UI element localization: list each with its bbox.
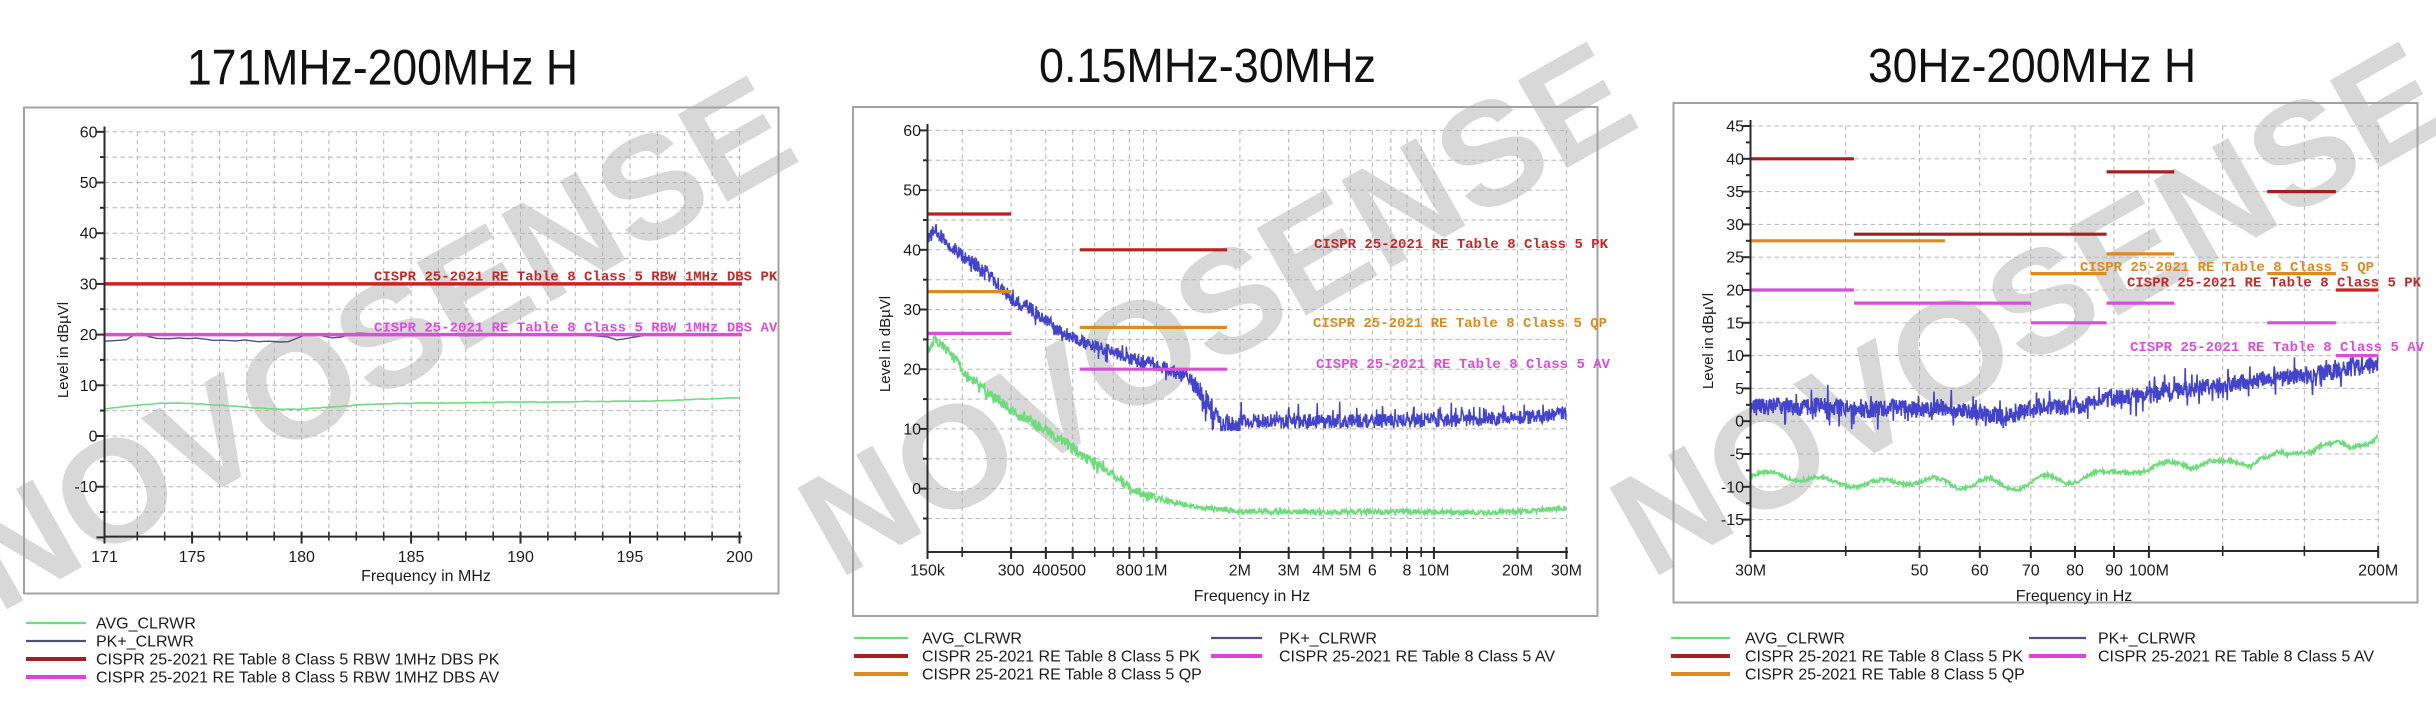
svg-text:30M: 30M [1735, 563, 1766, 580]
svg-text:185: 185 [398, 549, 425, 566]
svg-text:35: 35 [1726, 184, 1744, 201]
svg-text:CISPR 25-2021 RE Table 8 Class: CISPR 25-2021 RE Table 8 Class 5 QP [1313, 316, 1607, 332]
svg-text:6: 6 [1368, 563, 1377, 580]
svg-text:20: 20 [80, 327, 98, 344]
svg-text:CISPR 25-2021 RE Table 8 Class: CISPR 25-2021 RE Table 8 Class 5 QP [922, 667, 1202, 684]
svg-text:0: 0 [89, 429, 98, 446]
svg-text:800: 800 [1116, 563, 1143, 580]
svg-text:50: 50 [80, 175, 98, 192]
svg-text:8: 8 [1403, 563, 1412, 580]
svg-text:PK+_CLRWR: PK+_CLRWR [96, 634, 194, 651]
svg-text:200: 200 [726, 549, 753, 566]
svg-text:-5: -5 [1730, 447, 1744, 464]
svg-text:CISPR 25-2021 RE Table 8 Class: CISPR 25-2021 RE Table 8 Class 5 QP [2080, 260, 2374, 276]
svg-text:90: 90 [2105, 563, 2123, 580]
svg-text:45: 45 [1726, 119, 1744, 136]
svg-text:CISPR 25-2021 RE Table 8 Class: CISPR 25-2021 RE Table 8 Class 5 RBW 1MH… [374, 270, 778, 286]
svg-text:3M: 3M [1278, 563, 1300, 580]
svg-text:CISPR 25-2021 RE Table 8 Class: CISPR 25-2021 RE Table 8 Class 5 PK [2127, 276, 2422, 292]
svg-text:CISPR 25-2021 RE Table 8 Class: CISPR 25-2021 RE Table 8 Class 5 QP [1745, 667, 2025, 684]
svg-text:CISPR 25-2021 RE Table 8 Class: CISPR 25-2021 RE Table 8 Class 5 PK [1314, 237, 1609, 253]
svg-text:0.15MHz-30MHz: 0.15MHz-30MHz [1039, 40, 1376, 93]
svg-text:-15: -15 [1721, 512, 1744, 529]
svg-text:40: 40 [80, 226, 98, 243]
svg-text:CISPR 25-2021 RE Table 8 Class: CISPR 25-2021 RE Table 8 Class 5 AV [2098, 649, 2374, 666]
svg-text:-10: -10 [74, 479, 97, 496]
svg-text:Level in dBµVl: Level in dBµVl [1700, 293, 1717, 389]
svg-text:400: 400 [1032, 563, 1059, 580]
svg-text:25: 25 [1726, 250, 1744, 267]
svg-text:10: 10 [80, 378, 98, 395]
svg-text:PK+_CLRWR: PK+_CLRWR [2098, 631, 2196, 648]
svg-text:30: 30 [1726, 217, 1744, 234]
svg-text:4M: 4M [1312, 563, 1334, 580]
svg-text:AVG_CLRWR: AVG_CLRWR [922, 631, 1022, 648]
svg-text:50: 50 [1911, 563, 1929, 580]
svg-text:0: 0 [1735, 414, 1744, 431]
svg-text:500: 500 [1059, 563, 1086, 580]
svg-text:CISPR 25-2021 RE Table 8 Class: CISPR 25-2021 RE Table 8 Class 5 RBW 1MH… [96, 670, 499, 687]
svg-text:60: 60 [80, 124, 98, 141]
svg-text:-10: -10 [1721, 479, 1744, 496]
svg-text:190: 190 [507, 549, 534, 566]
svg-text:1M: 1M [1145, 563, 1167, 580]
svg-text:0: 0 [912, 481, 921, 498]
svg-text:5: 5 [1735, 381, 1744, 398]
svg-text:Level in dBµVl: Level in dBµVl [55, 302, 72, 398]
svg-text:2M: 2M [1229, 563, 1251, 580]
svg-text:10M: 10M [1418, 563, 1449, 580]
svg-text:70: 70 [2022, 563, 2040, 580]
svg-text:40: 40 [1726, 151, 1744, 168]
svg-text:AVG_CLRWR: AVG_CLRWR [96, 616, 196, 633]
svg-text:20: 20 [903, 362, 921, 379]
svg-text:Frequency in MHz: Frequency in MHz [361, 568, 491, 585]
svg-text:200M: 200M [2358, 563, 2398, 580]
svg-text:300: 300 [998, 563, 1025, 580]
svg-text:Level in dBµVl: Level in dBµVl [877, 296, 894, 392]
svg-text:60: 60 [1971, 563, 1989, 580]
svg-text:50: 50 [903, 183, 921, 200]
svg-text:30M: 30M [1551, 563, 1582, 580]
svg-text:30: 30 [903, 302, 921, 319]
svg-text:AVG_CLRWR: AVG_CLRWR [1745, 631, 1845, 648]
svg-text:10: 10 [1726, 348, 1744, 365]
svg-text:40: 40 [903, 242, 921, 259]
svg-text:180: 180 [288, 549, 315, 566]
svg-text:30Hz-200MHz H: 30Hz-200MHz H [1868, 40, 2196, 93]
svg-text:Frequency in Hz: Frequency in Hz [2016, 588, 2133, 605]
svg-text:CISPR 25-2021 RE Table 8 Class: CISPR 25-2021 RE Table 8 Class 5 AV [1316, 357, 1611, 373]
svg-text:CISPR 25-2021 RE Table 8 Class: CISPR 25-2021 RE Table 8 Class 5 AV [2130, 340, 2425, 356]
svg-text:171: 171 [91, 549, 118, 566]
svg-text:20M: 20M [1502, 563, 1533, 580]
svg-text:CISPR 25-2021 RE Table 8 Class: CISPR 25-2021 RE Table 8 Class 5 AV [1279, 649, 1555, 666]
svg-text:30: 30 [80, 276, 98, 293]
svg-text:175: 175 [179, 549, 206, 566]
svg-text:CISPR 25-2021 RE Table 8 Class: CISPR 25-2021 RE Table 8 Class 5 PK [922, 649, 1200, 666]
svg-text:171MHz-200MHz H: 171MHz-200MHz H [187, 40, 578, 96]
svg-text:100M: 100M [2129, 563, 2169, 580]
svg-text:CISPR 25-2021 RE Table 8 Class: CISPR 25-2021 RE Table 8 Class 5 PK [1745, 649, 2023, 666]
svg-text:PK+_CLRWR: PK+_CLRWR [1279, 631, 1377, 648]
svg-text:Frequency in Hz: Frequency in Hz [1194, 588, 1311, 605]
svg-text:20: 20 [1726, 283, 1744, 300]
svg-text:80: 80 [2066, 563, 2084, 580]
svg-text:60: 60 [903, 123, 921, 140]
svg-text:CISPR 25-2021 RE Table 8 Class: CISPR 25-2021 RE Table 8 Class 5 RBW 1MH… [96, 652, 500, 669]
svg-text:195: 195 [617, 549, 644, 566]
svg-text:150k: 150k [910, 563, 946, 580]
svg-text:15: 15 [1726, 315, 1744, 332]
svg-text:5M: 5M [1339, 563, 1361, 580]
svg-text:10: 10 [903, 421, 921, 438]
svg-text:CISPR 25-2021 RE Table 8 Class: CISPR 25-2021 RE Table 8 Class 5 RBW 1MH… [374, 321, 778, 337]
